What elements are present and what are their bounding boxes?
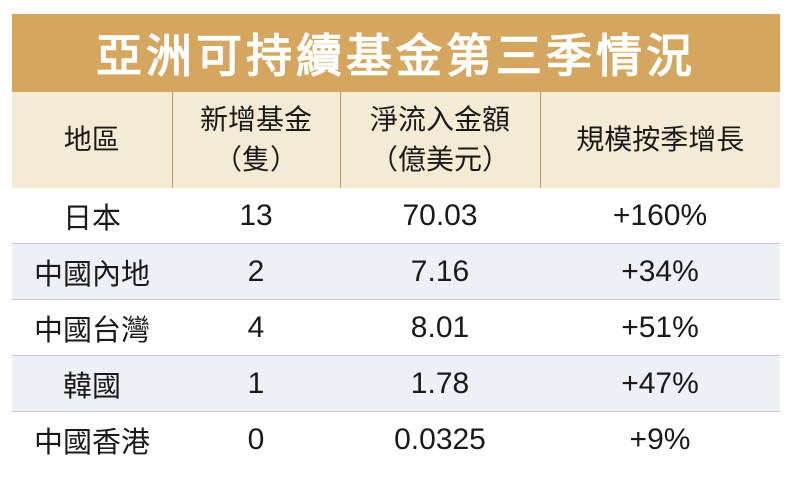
cell-region: 韓國 [12,355,172,412]
table-row: 中國香港 0 0.0325 +9% [12,412,780,468]
header-growth: 規模按季增長 [539,92,780,188]
header-net-inflow-label: 淨流入金額 [369,103,510,136]
cell-growth: +160% [540,188,780,244]
header-new-funds-label: 新增基金 [199,103,312,136]
cell-region: 中國香港 [33,424,150,459]
header-new-funds: 新增基金 （隻） [171,92,340,188]
cell-new-funds: 0 [247,422,265,456]
cell-new-funds: 1 [172,355,340,412]
fund-table: 地區 新增基金 （隻） 淨流入金額 （億美元） 規模按季增長 日本 13 70 [12,92,780,467]
cell-net-inflow: 1.78 [340,355,540,412]
cell-growth: +51% [540,299,780,356]
cell-growth: +47% [540,355,780,412]
table-title: 亞洲可持續基金第三季情況 [12,14,780,92]
cell-region: 中國內地 [12,243,172,300]
cell-new-funds: 13 [172,188,340,244]
header-net-inflow: 淨流入金額 （億美元） [339,92,540,188]
header-growth-label: 規模按季增長 [576,123,745,156]
cell-new-funds: 2 [172,243,340,300]
cell-net-inflow: 0.0325 [394,422,486,456]
table-row: 日本 13 70.03 +160% [12,188,780,244]
table-row: 中國內地 2 7.16 +34% [12,243,780,300]
cell-net-inflow: 8.01 [340,299,540,356]
fund-table-graphic: 亞洲可持續基金第三季情況 地區 新增基金 （隻） 淨流入金額 （億美元） 規模按… [12,14,780,466]
cell-net-inflow: 7.16 [340,243,540,300]
header-region-label: 地區 [63,123,120,156]
cell-new-funds: 4 [172,299,340,356]
table-row: 韓國 1 1.78 +47% [12,355,780,412]
cell-growth: +9% [629,422,691,456]
cell-region: 中國台灣 [12,299,172,356]
cell-growth: +34% [540,243,780,300]
header-row: 地區 新增基金 （隻） 淨流入金額 （億美元） 規模按季增長 [12,92,780,188]
header-net-inflow-unit: （億美元） [369,143,510,176]
cell-net-inflow: 70.03 [340,188,540,244]
table-row: 中國台灣 4 8.01 +51% [12,299,780,356]
header-region: 地區 [12,92,172,188]
header-new-funds-unit: （隻） [213,143,298,176]
cell-region: 日本 [12,188,172,244]
